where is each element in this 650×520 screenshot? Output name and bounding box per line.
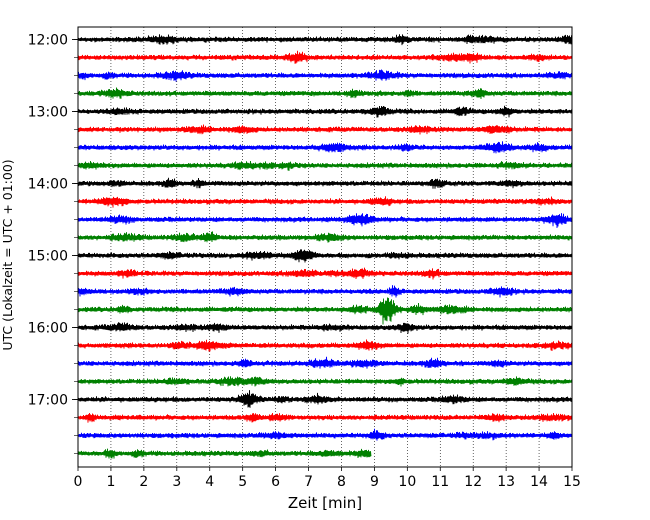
y-tick-label: 17:00 [28,393,68,409]
x-axis: 0 1 2 3 4 5 6 7 8 9 10 11 12 13 14 15 [74,467,581,490]
trace-12:30 [77,69,573,82]
x-tick-label: 13 [497,474,515,490]
y-tick-label: 14:00 [28,177,68,193]
trace-14:15 [77,196,573,208]
trace-17:30 [77,428,573,441]
x-tick-label: 7 [304,474,313,490]
x-tick-label: 5 [238,474,247,490]
x-tick-label: 12 [464,474,482,490]
y-tick-label: 13:00 [28,105,68,121]
trace-16:30 [77,356,573,369]
y-axis: 12:00 13:00 14:00 15:00 16:00 17:00 [28,33,78,454]
x-tick-label: 6 [271,474,280,490]
trace-13:45 [77,160,573,171]
trace-13:15 [77,124,573,135]
trace-15:00 [77,249,573,263]
trace-14:00 [77,177,573,189]
plot-frame [77,26,573,468]
y-tick-label: 16:00 [28,321,68,337]
x-tick-label: 15 [563,474,581,490]
trace-16:45 [77,376,573,387]
trace-15:30 [77,285,573,298]
x-tick-label: 11 [431,474,449,490]
trace-12:15 [77,50,573,64]
trace-12:45 [77,87,573,99]
x-tick-label: 9 [370,474,379,490]
x-tick-label: 4 [205,474,214,490]
x-tick-label: 1 [106,474,115,490]
trace-12:00 [77,34,573,46]
x-tick-label: 14 [530,474,548,490]
x-tick-label: 10 [398,474,416,490]
y-tick-label: 15:00 [28,249,68,265]
trace-15:15 [77,267,573,280]
x-axis-title: Zeit [min] [288,494,362,512]
grid-lines [110,27,540,467]
x-tick-label: 8 [337,474,346,490]
y-axis-title: UTC (Lokalzeit = UTC + 01:00) [0,159,15,350]
trace-17:00 [77,390,573,408]
trace-17:15 [77,412,573,423]
trace-14:45 [77,231,573,243]
y-tick-label: 12:00 [28,33,68,49]
trace-17:45 [77,448,372,459]
trace-16:00 [77,322,573,334]
trace-15:45 [77,297,573,325]
x-tick-label: 2 [139,474,148,490]
traces [77,34,573,459]
trace-16:15 [77,339,573,352]
x-tick-label: 0 [74,474,83,490]
trace-13:00 [77,105,573,118]
trace-13:30 [77,141,573,154]
trace-14:30 [77,213,573,228]
x-tick-label: 3 [172,474,181,490]
